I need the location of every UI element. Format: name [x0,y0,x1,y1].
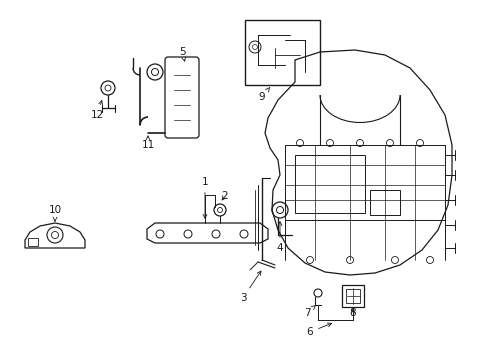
Text: 10: 10 [48,205,61,221]
Text: 5: 5 [178,47,185,61]
Text: 3: 3 [239,271,261,303]
Text: 11: 11 [141,136,154,150]
Bar [341,285,363,307]
Bar [294,155,364,213]
Text: 2: 2 [221,191,228,201]
Bar [28,238,38,246]
Text: 1: 1 [201,177,208,218]
Bar [346,289,359,303]
Text: 7: 7 [303,306,315,318]
Text: 8: 8 [349,308,356,318]
Text: 4: 4 [276,222,283,253]
Text: 12: 12 [90,100,103,120]
Bar [369,190,399,215]
Bar [244,20,319,85]
Text: 9: 9 [258,87,269,102]
Text: 6: 6 [306,323,331,337]
